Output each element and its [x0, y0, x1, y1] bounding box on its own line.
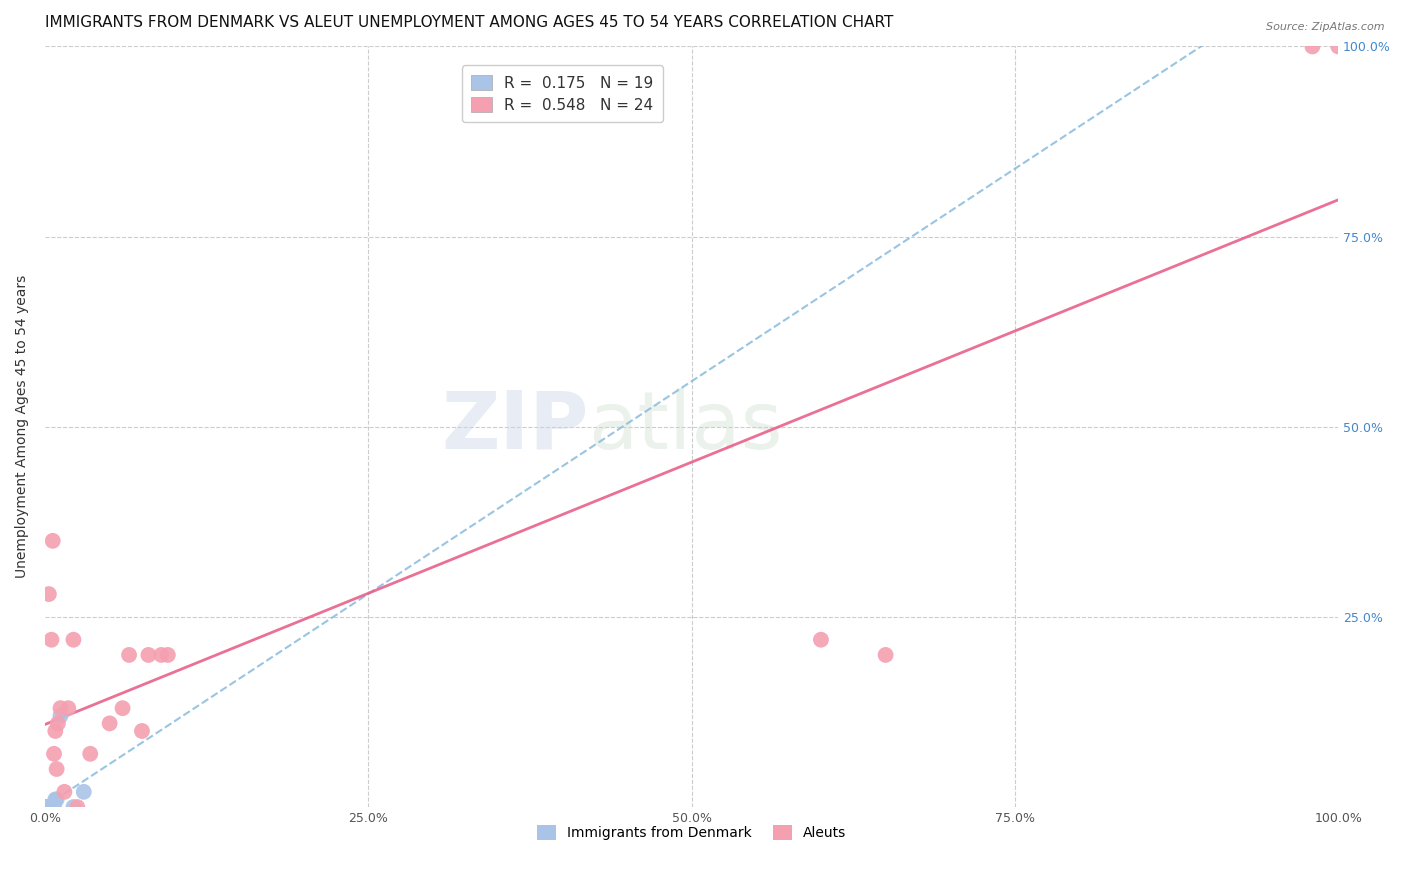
Point: [42, 533, 65, 548]
Point: [810, 632, 832, 647]
Legend: Immigrants from Denmark, Aleuts: Immigrants from Denmark, Aleuts: [531, 820, 852, 846]
Point: [150, 648, 173, 662]
Point: [37, 800, 59, 814]
Point: [42, 800, 65, 814]
Point: [49, 708, 72, 723]
Point: [38, 587, 60, 601]
Point: [37, 800, 59, 814]
Point: [156, 648, 179, 662]
Point: [62, 632, 84, 647]
Text: IMMIGRANTS FROM DENMARK VS ALEUT UNEMPLOYMENT AMONG AGES 45 TO 54 YEARS CORRELAT: IMMIGRANTS FROM DENMARK VS ALEUT UNEMPLO…: [45, 15, 893, 30]
Point: [58, 701, 80, 715]
Point: [41, 800, 63, 814]
Point: [98, 716, 121, 731]
Point: [53, 785, 76, 799]
Text: atlas: atlas: [588, 388, 783, 466]
Point: [38, 800, 60, 814]
Point: [45, 762, 67, 776]
Point: [38, 800, 60, 814]
Point: [49, 701, 72, 715]
Point: [37, 800, 59, 814]
Point: [138, 648, 160, 662]
Point: [73, 785, 96, 799]
Point: [45, 792, 67, 806]
Point: [44, 723, 66, 738]
Point: [79, 747, 101, 761]
Point: [35, 800, 58, 814]
Y-axis label: Unemployment Among Ages 45 to 54 years: Unemployment Among Ages 45 to 54 years: [15, 275, 30, 578]
Point: [42, 800, 65, 814]
Point: [41, 632, 63, 647]
Point: [41, 800, 63, 814]
Point: [875, 648, 897, 662]
Point: [118, 648, 141, 662]
Point: [46, 716, 69, 731]
Point: [39, 800, 62, 814]
Text: ZIP: ZIP: [441, 388, 588, 466]
Point: [131, 723, 153, 738]
Point: [39, 800, 62, 814]
Point: [111, 701, 134, 715]
Point: [66, 800, 89, 814]
Text: Source: ZipAtlas.com: Source: ZipAtlas.com: [1267, 22, 1385, 32]
Point: [38, 800, 60, 814]
Point: [1301, 39, 1323, 54]
Point: [1327, 39, 1350, 54]
Point: [44, 792, 66, 806]
Point: [35, 800, 58, 814]
Point: [42, 747, 65, 761]
Point: [62, 800, 84, 814]
